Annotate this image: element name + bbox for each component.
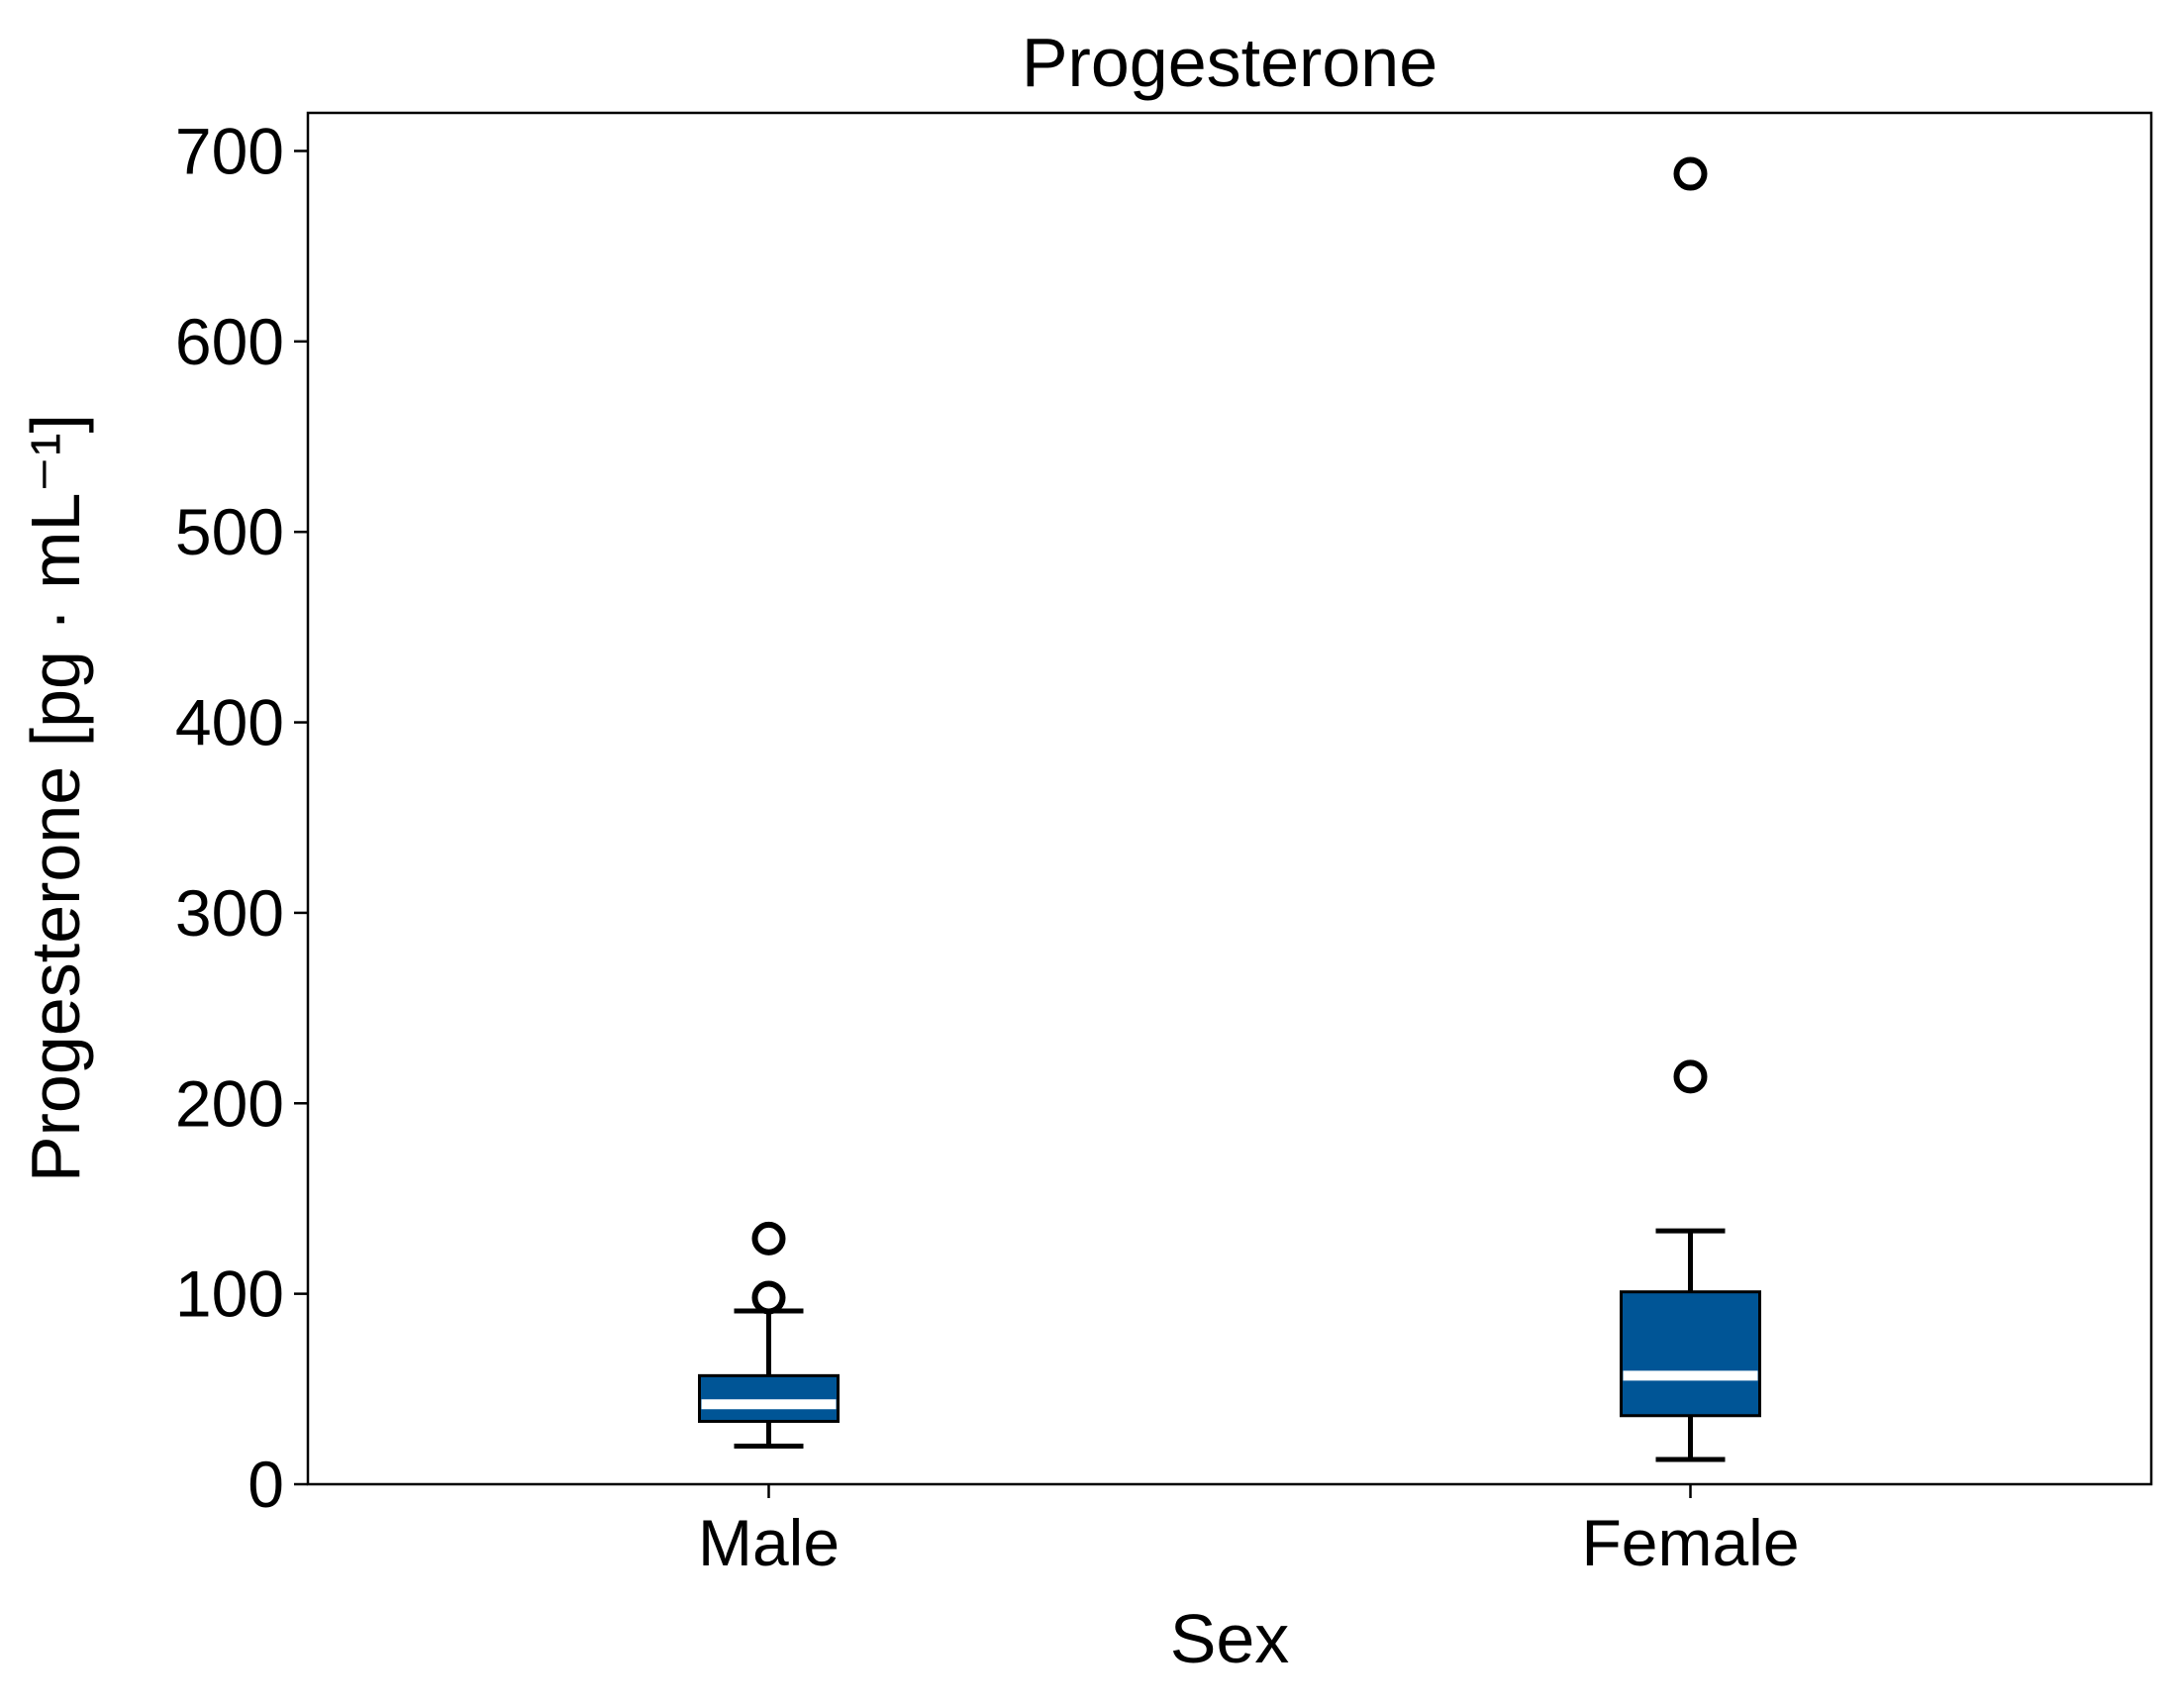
outlier-point (1673, 156, 1708, 191)
box-group (1620, 156, 1761, 1462)
y-tick-label: 100 (175, 1257, 284, 1331)
box-series (698, 156, 1761, 1462)
outlier-point (751, 1280, 786, 1315)
y-tick-label: 200 (175, 1066, 284, 1140)
box-group (698, 1221, 840, 1450)
outlier-point (1673, 1059, 1708, 1094)
y-tick-label: 700 (175, 114, 284, 187)
box-iqr (698, 1373, 840, 1424)
y-tick-label: 500 (175, 495, 284, 568)
outlier-point (751, 1221, 786, 1256)
y-tick-label: 300 (175, 876, 284, 950)
x-axis: Male Female (698, 1484, 1800, 1579)
chart-title: Progesterone (1022, 24, 1437, 101)
plot-frame (306, 111, 2153, 1486)
box-iqr (1620, 1290, 1761, 1418)
y-axis-label: Progesterone [pg · mL⁻¹] (17, 414, 94, 1182)
y-tick-label: 0 (248, 1448, 284, 1521)
y-tick-label: 600 (175, 305, 284, 378)
x-tick-label: Female (1581, 1506, 1799, 1579)
x-axis-label: Sex (1170, 1600, 1290, 1677)
y-axis: 0 100 200 300 400 500 600 700 (175, 114, 308, 1521)
x-tick-label: Male (698, 1506, 840, 1579)
y-tick-label: 400 (175, 686, 284, 759)
